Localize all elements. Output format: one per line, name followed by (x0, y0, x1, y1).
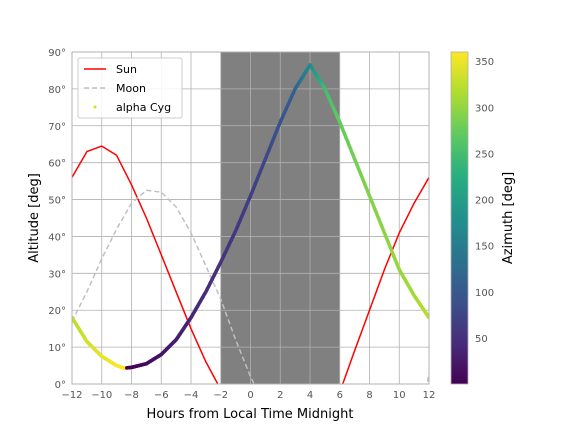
y-tick-label: 70° (48, 122, 66, 133)
colorbar-tick-label: 250 (475, 149, 494, 160)
plot-frame (71, 51, 430, 385)
colorbar-tick-label: 300 (475, 103, 494, 114)
moon-line (72, 189, 429, 384)
x-tick-label: −12 (61, 390, 82, 401)
legend-box (77, 57, 183, 119)
legend-moon-label: Moon (116, 82, 146, 95)
y-axis-label: Altitude [deg] (27, 173, 42, 263)
y-tick-label: 40° (48, 232, 66, 243)
sun-line (72, 145, 429, 384)
y-tick-label: 30° (48, 269, 66, 280)
y-tick-label: 10° (48, 343, 66, 354)
x-axis-label: Hours from Local Time Midnight (147, 407, 354, 422)
y-tick-label: 90° (48, 48, 66, 59)
y-tick-label: 20° (48, 306, 66, 317)
legend-alpha-cyg-label: alpha Cyg (116, 101, 171, 114)
x-tick-label: −2 (213, 390, 228, 401)
x-tick-label: −6 (154, 390, 169, 401)
x-tick-label: −4 (184, 390, 199, 401)
colorbar-label: Azimuth [deg] (501, 172, 516, 264)
colorbar-tick-label: 50 (475, 334, 488, 345)
x-tick-label: 8 (366, 390, 372, 401)
x-tick-label: 10 (393, 390, 406, 401)
legend: Sun Moon alpha Cyg (77, 57, 183, 119)
x-tick-label: 12 (423, 390, 436, 401)
colorbar-tick-label: 150 (475, 242, 494, 253)
legend-alpha-cyg-swatch (93, 105, 97, 109)
colorbar-tick-label: 350 (475, 57, 494, 68)
x-tick-label: 6 (337, 390, 343, 401)
x-tick-label: 2 (277, 390, 283, 401)
x-tick-label: −10 (91, 390, 112, 401)
x-tick-label: −8 (124, 390, 139, 401)
x-tick-label: 0 (247, 390, 253, 401)
legend-sun-label: Sun (116, 63, 137, 76)
colorbar-tick-label: 100 (475, 288, 494, 299)
colorbar-tick-label: 200 (475, 196, 494, 207)
y-tick-label: 80° (48, 85, 66, 96)
y-tick-label: 0° (55, 380, 66, 391)
colorbar-gradient (450, 51, 469, 385)
x-tick-label: 4 (307, 390, 313, 401)
colorbar: 50 100 150 200 250 300 350 Azimuth [deg] (450, 51, 516, 385)
y-tick-label: 60° (48, 159, 66, 170)
y-tick-label: 50° (48, 196, 66, 207)
